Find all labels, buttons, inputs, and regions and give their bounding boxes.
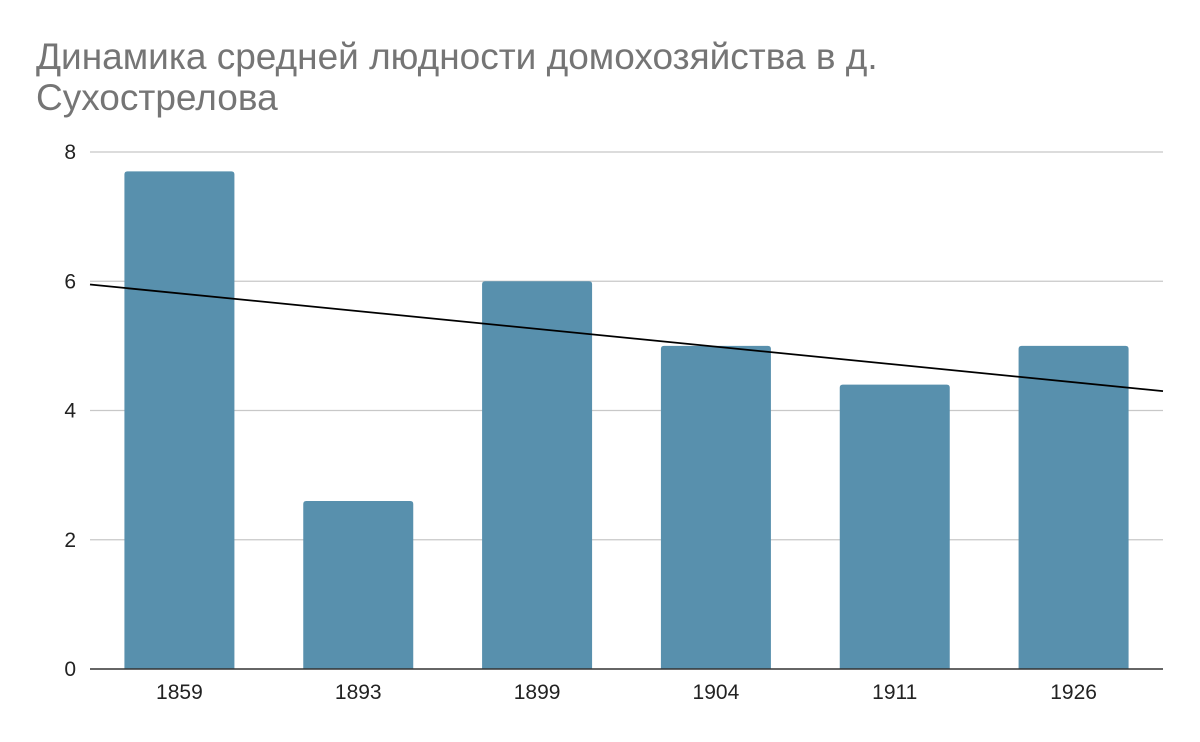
y-tick-label: 6 [64, 270, 76, 293]
y-tick-label: 2 [64, 529, 76, 552]
x-tick-label: 1893 [335, 681, 382, 704]
x-tick-label: 1859 [156, 681, 203, 704]
bar [839, 384, 950, 669]
chart-title: Динамика средней людности домохозяйства … [36, 36, 878, 118]
bar [660, 345, 771, 669]
bars [124, 171, 1129, 669]
y-tick-label: 4 [64, 400, 76, 423]
y-tick-label: 8 [64, 141, 76, 164]
x-tick-label: 1904 [693, 681, 740, 704]
gridlines [90, 151, 1163, 541]
bar [1018, 345, 1129, 669]
bar [124, 171, 235, 669]
bar [303, 500, 414, 669]
bar [482, 281, 593, 669]
x-tick-label: 1911 [872, 681, 917, 704]
tick-labels: 0 2 4 6 8 1859 1893 1899 1904 1911 1926 [64, 141, 1097, 704]
x-tick-label: 1899 [514, 681, 561, 704]
x-tick-label: 1926 [1050, 681, 1097, 704]
y-tick-label: 0 [64, 658, 76, 681]
trendline-group [89, 283, 1164, 393]
trendline [89, 283, 1164, 393]
